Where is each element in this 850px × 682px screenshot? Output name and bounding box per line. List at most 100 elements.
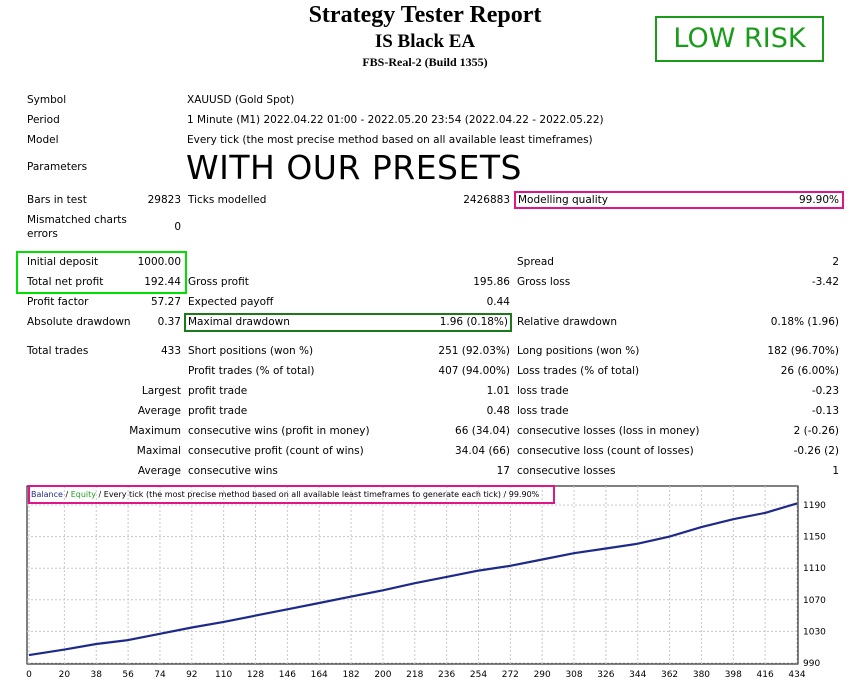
period-value: 1 Minute (M1) 2022.04.22 01:00 - 2022.05… [187, 114, 604, 126]
largest-label: Largest [141, 385, 181, 397]
max-drawdown-highlight [184, 313, 512, 332]
x-tick-label: 164 [311, 670, 328, 680]
low-risk-badge: LOW RISK [655, 16, 824, 62]
profit-factor-value: 57.27 [150, 296, 181, 308]
avg-losses-label: consecutive losses [517, 465, 616, 477]
average-label: Average [137, 405, 181, 417]
x-tick-label: 38 [91, 670, 103, 680]
balance-chart: 0 20 38 56 74 92 110 128 146 164 182 200 218 236 254 27… [26, 485, 826, 680]
max-wins-value: 66 (34.04) [455, 425, 510, 437]
spread-value: 2 [832, 256, 839, 268]
x-tick-label: 308 [565, 670, 582, 680]
abs-drawdown-value: 0.37 [157, 316, 181, 328]
legend-separator: / [63, 490, 71, 499]
avg-losses-value: 1 [832, 465, 839, 477]
modelling-value: 99.90% [798, 194, 839, 206]
modelling-label: Modelling quality [518, 194, 608, 206]
expected-payoff-label: Expected payoff [188, 296, 274, 308]
initial-deposit-label: Initial deposit [27, 256, 99, 268]
y-tick-label: 1070 [803, 596, 826, 606]
y-tick-label: 1150 [803, 533, 826, 543]
average-profit-label: profit trade [188, 405, 248, 417]
model-label: Model [27, 134, 59, 146]
y-tick-label: 1190 [803, 501, 826, 511]
total-trades-label: Total trades [27, 345, 89, 357]
symbol-label: Symbol [27, 94, 67, 106]
average-loss-label: loss trade [517, 405, 569, 417]
maximum-label: Maximum [129, 425, 181, 437]
x-tick-label: 146 [279, 670, 296, 680]
x-tick-label: 20 [59, 670, 71, 680]
mismatched-label-2: errors [27, 228, 58, 240]
largest-profit-value: 1.01 [486, 385, 510, 397]
legend-model: / Every tick (the most precise method ba… [96, 490, 501, 499]
largest-profit-label: profit trade [188, 385, 248, 397]
short-positions-label: Short positions (won %) [188, 345, 314, 357]
period-label: Period [27, 114, 60, 126]
x-tick-label: 290 [534, 670, 551, 680]
deposit-profit-highlight [16, 251, 187, 294]
long-positions-label: Long positions (won %) [517, 345, 640, 357]
long-positions-value: 182 (96.70%) [767, 345, 839, 357]
largest-loss-value: -0.23 [811, 385, 839, 397]
bars-value: 29823 [147, 194, 181, 206]
max-losses-value: 2 (-0.26) [793, 425, 839, 437]
ticks-label: Ticks modelled [188, 194, 267, 206]
profit-trades-label: Profit trades (% of total) [188, 365, 315, 377]
maximal-profit-value: 34.04 (66) [455, 445, 510, 457]
legend-equity: Equity [71, 490, 97, 499]
x-tick-label: 56 [122, 670, 134, 680]
modelling-quality-highlight [514, 191, 844, 209]
x-tick-label: 326 [597, 670, 614, 680]
loss-trades-value: 26 (6.00%) [780, 365, 839, 377]
average-loss-value: -0.13 [811, 405, 839, 417]
mismatched-value: 0 [174, 221, 181, 233]
net-profit-value: 192.44 [144, 276, 181, 288]
x-tick-label: 110 [215, 670, 232, 680]
maximal-profit-label: consecutive profit (count of wins) [188, 445, 364, 457]
net-profit-label: Total net profit [27, 276, 104, 288]
gross-loss-label: Gross loss [517, 276, 571, 288]
chart-grid [27, 486, 798, 664]
y-tick-label: 990 [803, 659, 820, 669]
x-tick-label: 344 [629, 670, 646, 680]
avg-wins-value: 17 [496, 465, 510, 477]
x-tick-label: 254 [470, 670, 487, 680]
profit-trades-value: 407 (94.00%) [438, 365, 510, 377]
avg-wins-label: consecutive wins [188, 465, 278, 477]
x-tick-label: 0 [26, 670, 32, 680]
x-tick-label: 362 [661, 670, 678, 680]
gross-loss-value: -3.42 [811, 276, 839, 288]
balance-line [28, 502, 798, 657]
parameters-label: Parameters [27, 161, 88, 173]
loss-trades-label: Loss trades (% of total) [517, 365, 640, 377]
ticks-value: 2426883 [463, 194, 510, 206]
spread-label: Spread [517, 256, 554, 268]
short-positions-value: 251 (92.03%) [438, 345, 510, 357]
x-tick-label: 74 [154, 670, 166, 680]
x-tick-label: 218 [406, 670, 423, 680]
y-tick-label: 1110 [803, 564, 826, 574]
initial-deposit-value: 1000.00 [137, 256, 181, 268]
model-value: Every tick (the most precise method base… [187, 134, 593, 146]
symbol-value: XAUUSD (Gold Spot) [187, 94, 295, 106]
x-tick-label: 416 [757, 670, 774, 680]
chart-legend: Balance / Equity / Every tick (the most … [31, 490, 540, 499]
server-build: FBS-Real-2 (Build 1355) [362, 55, 488, 69]
avg-consecutive-label: Average [137, 465, 181, 477]
maximal-loss-label: consecutive loss (count of losses) [517, 445, 694, 457]
report-title: Strategy Tester Report [308, 2, 542, 28]
abs-drawdown-label: Absolute drawdown [27, 316, 131, 328]
gross-profit-value: 195.86 [473, 276, 510, 288]
largest-loss-label: loss trade [517, 385, 569, 397]
y-tick-label: 1030 [803, 627, 826, 637]
legend-balance: Balance [31, 490, 63, 499]
average-profit-value: 0.48 [486, 405, 510, 417]
x-tick-label: 398 [725, 670, 742, 680]
maximal-label: Maximal [136, 445, 181, 457]
gross-profit-label: Gross profit [188, 276, 249, 288]
x-tick-label: 434 [788, 670, 805, 680]
mismatched-label: Mismatched charts [27, 214, 127, 226]
maximal-loss-value: -0.26 (2) [793, 445, 839, 457]
max-wins-label: consecutive wins (profit in money) [188, 425, 370, 437]
